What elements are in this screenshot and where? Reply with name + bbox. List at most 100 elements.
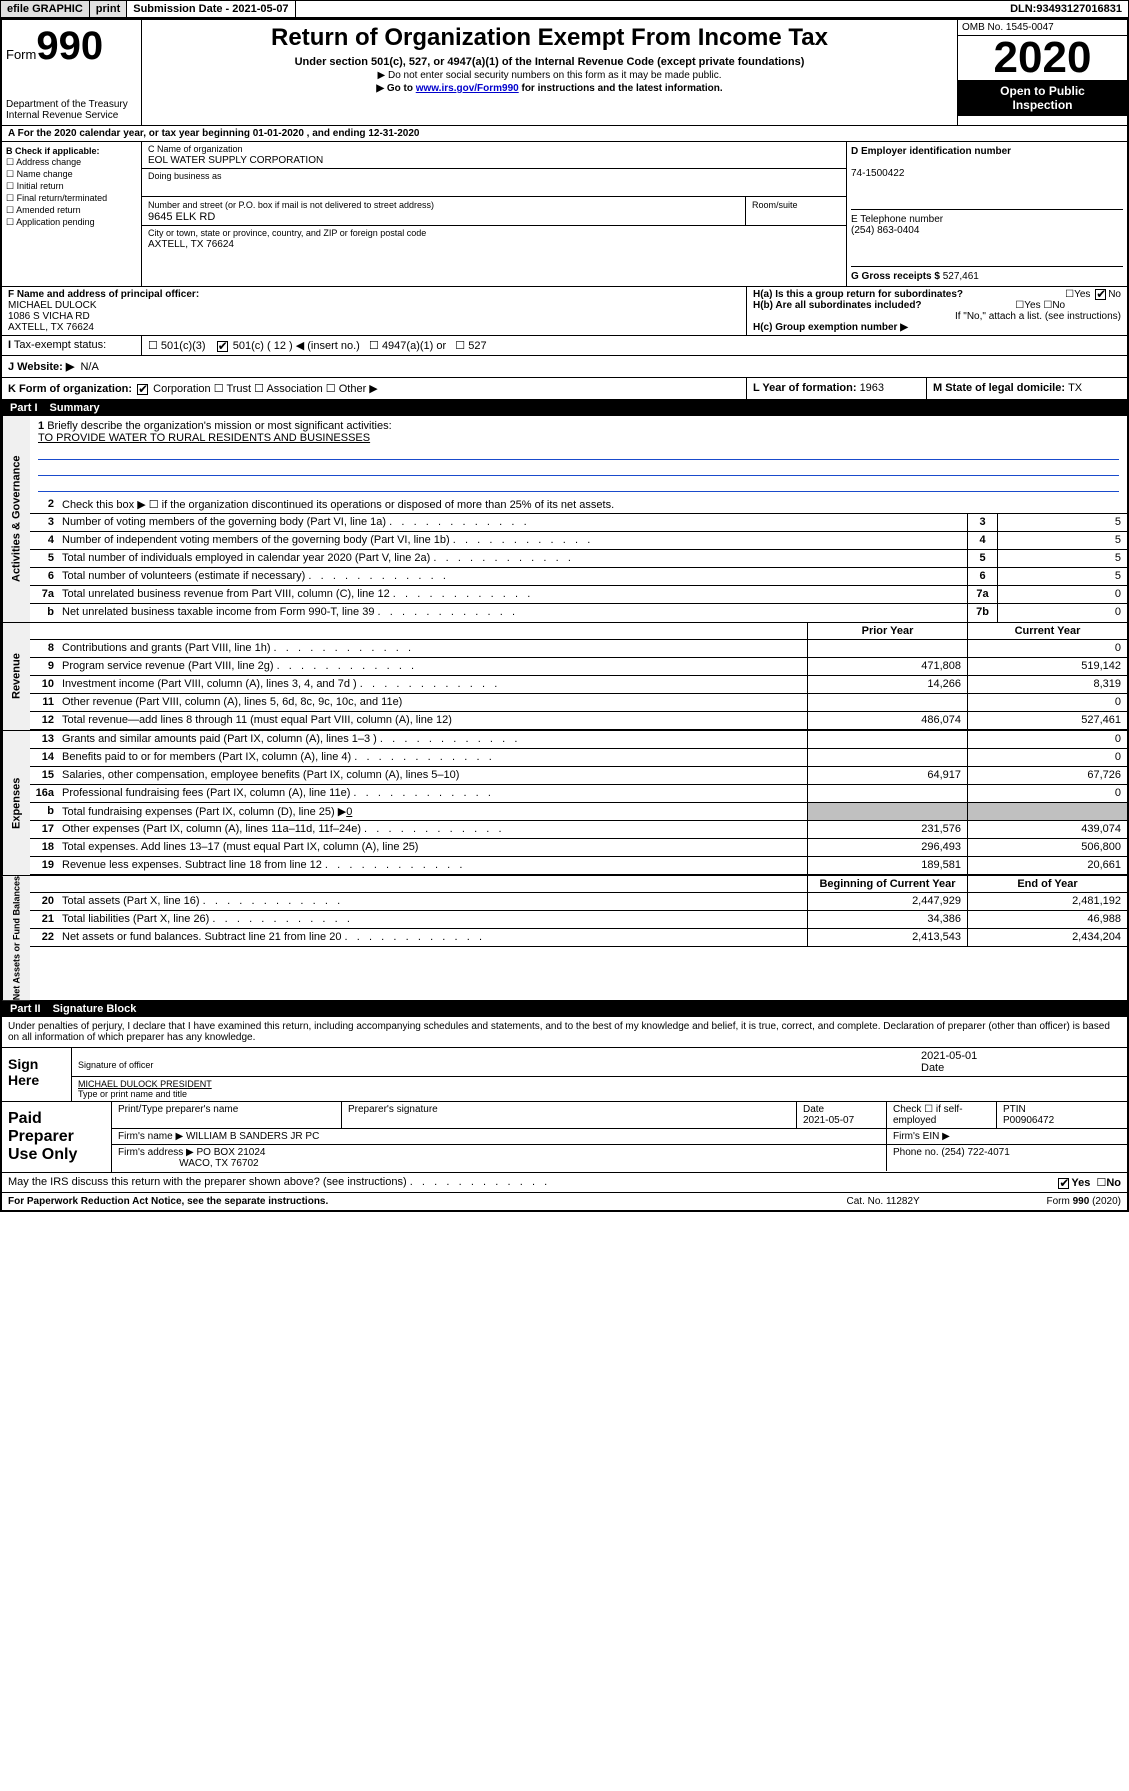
form-title: Return of Organization Exempt From Incom… <box>150 24 949 52</box>
sign-here-label: Sign Here <box>2 1048 72 1101</box>
form-frame: Form990 Department of the Treasury Inter… <box>0 18 1129 1212</box>
perjury-text: Under penalties of perjury, I declare th… <box>2 1017 1127 1048</box>
paid-preparer-block: Paid Preparer Use Only Print/Type prepar… <box>2 1102 1127 1173</box>
c18: 506,800 <box>967 839 1127 856</box>
p9: 471,808 <box>807 658 967 675</box>
section-net-assets: Net Assets or Fund Balances Beginning of… <box>2 876 1127 1001</box>
h-a-no[interactable] <box>1095 289 1106 300</box>
chk-name-change[interactable]: ☐ Name change <box>6 169 137 180</box>
h-a-label: H(a) Is this a group return for subordin… <box>753 289 963 300</box>
city-state-zip: AXTELL, TX 76624 <box>148 239 234 250</box>
line-6: Total number of volunteers (estimate if … <box>58 568 967 585</box>
tel-label: E Telephone number <box>851 214 943 225</box>
self-emp-check[interactable]: Check ☐ if self-employed <box>887 1102 997 1128</box>
line-18: Total expenses. Add lines 13–17 (must eq… <box>58 839 807 856</box>
c10: 8,319 <box>967 676 1127 693</box>
irs-link[interactable]: www.irs.gov/Form990 <box>416 83 519 94</box>
discuss-yes[interactable] <box>1058 1178 1069 1189</box>
tax-status-501c[interactable] <box>217 341 228 352</box>
print-button[interactable]: print <box>90 1 127 17</box>
p14 <box>807 749 967 766</box>
org-name-label: C Name of organization <box>148 144 243 154</box>
line-1-label: Briefly describe the organization's miss… <box>47 420 391 432</box>
dept-treasury: Department of the Treasury <box>6 99 137 110</box>
row-i: I Tax-exempt status: ☐ 501(c)(3) 501(c) … <box>2 336 1127 356</box>
chk-amended[interactable]: ☐ Amended return <box>6 205 137 216</box>
open-public-badge: Open to PublicInspection <box>958 80 1127 116</box>
ein-value: 74-1500422 <box>851 168 904 179</box>
section-expenses: Expenses 13Grants and similar amounts pa… <box>2 731 1127 876</box>
chk-address-change[interactable]: ☐ Address change <box>6 157 137 168</box>
line-9: Program service revenue (Part VIII, line… <box>58 658 807 675</box>
c14: 0 <box>967 749 1127 766</box>
chk-final-return[interactable]: ☐ Final return/terminated <box>6 193 137 204</box>
firm-name: WILLIAM B SANDERS JR PC <box>186 1131 319 1142</box>
form-header: Form990 Department of the Treasury Inter… <box>2 20 1127 126</box>
section-b-c-d: B Check if applicable: ☐ Address change … <box>2 142 1127 287</box>
tel-value: (254) 863-0404 <box>851 225 919 236</box>
p15: 64,917 <box>807 767 967 784</box>
c16a: 0 <box>967 785 1127 802</box>
hdr-prior: Prior Year <box>807 623 967 639</box>
tab-net-assets: Net Assets or Fund Balances <box>2 876 30 1000</box>
line-3: Number of voting members of the governin… <box>58 514 967 531</box>
box-b-label: B Check if applicable: <box>6 146 100 156</box>
val-6: 5 <box>997 568 1127 585</box>
prep-name-label: Print/Type preparer's name <box>112 1102 342 1128</box>
box-f: F Name and address of principal officer:… <box>2 287 747 335</box>
tab-expenses: Expenses <box>2 731 30 875</box>
p11 <box>807 694 967 711</box>
k-corp[interactable] <box>137 384 148 395</box>
officer-print-name: MICHAEL DULOCK PRESIDENT <box>78 1079 212 1089</box>
line-8: Contributions and grants (Part VIII, lin… <box>58 640 807 657</box>
instruction-line-2: ▶ Go to www.irs.gov/Form990 for instruct… <box>150 83 949 94</box>
instruction-line-1: ▶ Do not enter social security numbers o… <box>150 70 949 81</box>
officer-addr1: 1086 S VICHA RD <box>8 311 90 322</box>
ein-label: D Employer identification number <box>851 146 1011 157</box>
line-7a: Total unrelated business revenue from Pa… <box>58 586 967 603</box>
section-revenue: Revenue Prior YearCurrent Year 8Contribu… <box>2 623 1127 731</box>
line-a: A For the 2020 calendar year, or tax yea… <box>2 126 1127 142</box>
val-7a: 0 <box>997 586 1127 603</box>
e22: 2,434,204 <box>967 929 1127 946</box>
domicile-label: M State of legal domicile: <box>933 382 1068 394</box>
chk-application[interactable]: ☐ Application pending <box>6 217 137 228</box>
c8: 0 <box>967 640 1127 657</box>
c12: 527,461 <box>967 712 1127 729</box>
line-11: Other revenue (Part VIII, column (A), li… <box>58 694 807 711</box>
top-toolbar: efile GRAPHIC print Submission Date - 20… <box>0 0 1129 18</box>
line-10: Investment income (Part VIII, column (A)… <box>58 676 807 693</box>
b20: 2,447,929 <box>807 893 967 910</box>
chk-initial-return[interactable]: ☐ Initial return <box>6 181 137 192</box>
sign-here-block: Sign Here Signature of officer 2021-05-0… <box>2 1048 1127 1102</box>
box-h: H(a) Is this a group return for subordin… <box>747 287 1127 335</box>
efile-button[interactable]: efile GRAPHIC <box>1 1 90 17</box>
p8 <box>807 640 967 657</box>
footer-mid: Cat. No. 11282Y <box>847 1196 1047 1207</box>
dln-label: DLN: 93493127016831 <box>1004 1 1128 17</box>
street-address: 9645 ELK RD <box>148 211 215 223</box>
footer: For Paperwork Reduction Act Notice, see … <box>2 1193 1127 1210</box>
c9: 519,142 <box>967 658 1127 675</box>
year-formation: 1963 <box>860 382 884 394</box>
hdr-end: End of Year <box>967 876 1127 892</box>
form-number: Form990 <box>6 24 137 69</box>
website-value: N/A <box>80 361 98 373</box>
line-15: Salaries, other compensation, employee b… <box>58 767 807 784</box>
form-subtitle: Under section 501(c), 527, or 4947(a)(1)… <box>150 56 949 68</box>
line-17: Other expenses (Part IX, column (A), lin… <box>58 821 807 838</box>
line-7b: Net unrelated business taxable income fr… <box>58 604 967 622</box>
line-21: Total liabilities (Part X, line 26) <box>58 911 807 928</box>
h-c-label: H(c) Group exemption number ▶ <box>753 322 908 333</box>
c15: 67,726 <box>967 767 1127 784</box>
dept-irs: Internal Revenue Service <box>6 110 137 121</box>
e20: 2,481,192 <box>967 893 1127 910</box>
p17: 231,576 <box>807 821 967 838</box>
section-governance: Activities & Governance 1 Briefly descri… <box>2 416 1127 623</box>
val-5: 5 <box>997 550 1127 567</box>
officer-addr2: AXTELL, TX 76624 <box>8 322 94 333</box>
line-13: Grants and similar amounts paid (Part IX… <box>58 731 807 748</box>
row-f-h: F Name and address of principal officer:… <box>2 287 1127 336</box>
line-4: Number of independent voting members of … <box>58 532 967 549</box>
mission-text: TO PROVIDE WATER TO RURAL RESIDENTS AND … <box>38 432 370 444</box>
